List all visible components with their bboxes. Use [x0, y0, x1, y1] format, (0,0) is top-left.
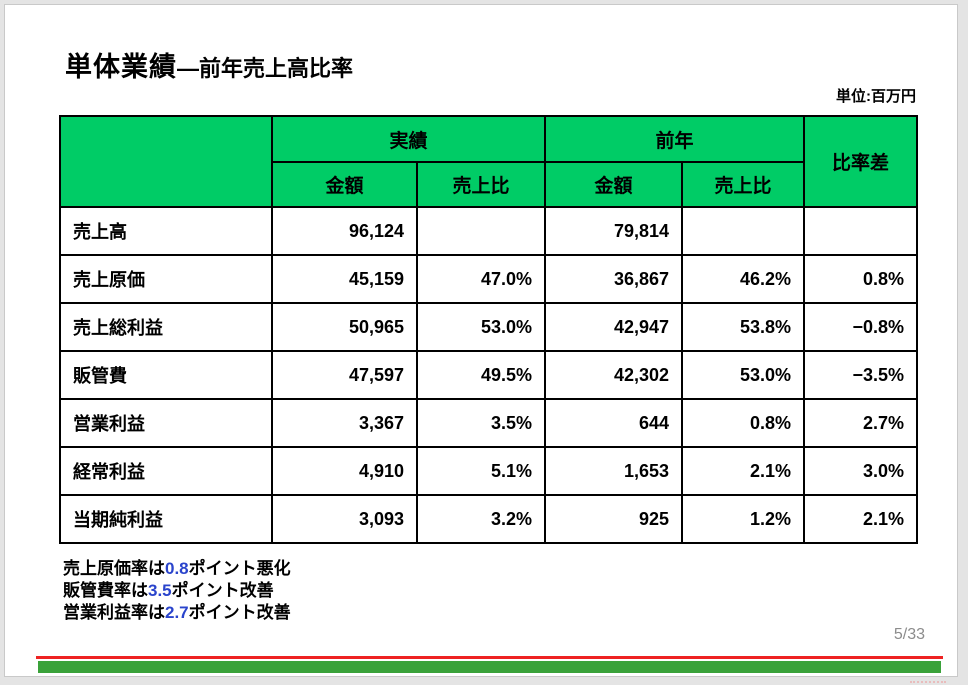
cell-prev-ratio [681, 206, 806, 256]
subheader-actual-sales-ratio: 売上比 [415, 161, 547, 208]
subheader-actual-amount: 金額 [271, 161, 418, 208]
table-row-cost-of-sales: 売上原価 45,159 47.0% 36,867 46.2% 0.8% [59, 254, 919, 304]
cell-actual-amount: 47,597 [271, 350, 418, 400]
header-row-subcolumns: 金額 売上比 金額 売上比 [60, 161, 917, 208]
page-title: 単体業績—前年売上高比率 [65, 45, 353, 84]
header-previous-year: 前年 [544, 115, 806, 163]
row-label: 売上高 [59, 206, 273, 256]
cell-prev-amount: 925 [544, 494, 684, 544]
header-row-groups: 実績 前年 比率差 [59, 115, 919, 208]
header-actual: 実績 [270, 115, 547, 163]
cell-actual-ratio: 3.2% [415, 494, 547, 544]
note-text: ポイント改善 [188, 603, 291, 622]
row-label: 当期純利益 [59, 494, 273, 544]
financial-results-table: 実績 前年 比率差 金額 売上比 金額 売上比 売上高 96,124 79,81… [59, 115, 919, 544]
cell-ratio-diff: −3.5% [803, 350, 919, 400]
page-title-sub: —前年売上高比率 [177, 56, 354, 81]
cell-ratio-diff: −0.8% [803, 302, 919, 352]
row-label: 営業利益 [59, 398, 273, 448]
unit-label: 単位:百万円 [836, 88, 916, 105]
cell-prev-amount: 644 [544, 398, 684, 448]
cell-ratio-diff: 2.1% [803, 494, 919, 544]
cell-ratio-diff: 2.7% [803, 398, 919, 448]
header-corner-blank [59, 115, 273, 208]
row-label: 売上総利益 [59, 302, 273, 352]
table-row-operating-profit: 営業利益 3,367 3.5% 644 0.8% 2.7% [59, 398, 919, 448]
cell-ratio-diff [803, 206, 919, 256]
header-ratio-diff: 比率差 [803, 115, 919, 208]
note-value: 2.7 [165, 603, 189, 622]
cell-actual-ratio: 49.5% [415, 350, 547, 400]
watermark-dots [910, 681, 946, 683]
cell-actual-amount: 3,367 [271, 398, 418, 448]
cell-prev-amount: 42,302 [544, 350, 684, 400]
cell-prev-amount: 36,867 [544, 254, 684, 304]
cell-actual-amount: 3,093 [271, 494, 418, 544]
cell-prev-ratio: 46.2% [681, 254, 806, 304]
note-sga-ratio: 販管費率は3.5ポイント改善 [63, 580, 291, 602]
table-row-gross-profit: 売上総利益 50,965 53.0% 42,947 53.8% −0.8% [59, 302, 919, 352]
row-label: 経常利益 [59, 446, 273, 496]
row-label: 売上原価 [59, 254, 273, 304]
page-title-main: 単体業績 [65, 52, 177, 82]
table-row-ordinary-profit: 経常利益 4,910 5.1% 1,653 2.1% 3.0% [59, 446, 919, 496]
cell-prev-amount: 42,947 [544, 302, 684, 352]
cell-prev-ratio: 2.1% [681, 446, 806, 496]
cell-actual-ratio: 3.5% [415, 398, 547, 448]
note-operating-ratio: 営業利益率は2.7ポイント改善 [63, 602, 291, 624]
footer-red-line [36, 656, 943, 659]
row-label: 販管費 [59, 350, 273, 400]
subheader-prev-sales-ratio: 売上比 [681, 161, 806, 208]
cell-actual-ratio: 5.1% [415, 446, 547, 496]
note-text: 販管費率は [63, 581, 148, 600]
cell-actual-amount: 45,159 [271, 254, 418, 304]
note-value: 0.8 [165, 559, 189, 578]
subheader-prev-amount: 金額 [544, 161, 684, 208]
note-text: ポイント悪化 [188, 559, 291, 578]
cell-actual-amount: 96,124 [271, 206, 418, 256]
cell-prev-amount: 79,814 [544, 206, 684, 256]
note-text: 売上原価率は [63, 559, 165, 578]
cell-ratio-diff: 0.8% [803, 254, 919, 304]
note-text: 営業利益率は [63, 603, 165, 622]
cell-prev-ratio: 53.8% [681, 302, 806, 352]
table-row-net-income: 当期純利益 3,093 3.2% 925 1.2% 2.1% [59, 494, 919, 544]
note-value: 3.5 [148, 581, 172, 600]
note-cost-ratio: 売上原価率は0.8ポイント悪化 [63, 558, 291, 580]
cell-prev-ratio: 1.2% [681, 494, 806, 544]
cell-actual-amount: 4,910 [271, 446, 418, 496]
cell-actual-ratio: 53.0% [415, 302, 547, 352]
table-row-sga-expenses: 販管費 47,597 49.5% 42,302 53.0% −3.5% [59, 350, 919, 400]
summary-notes: 売上原価率は0.8ポイント悪化 販管費率は3.5ポイント改善 営業利益率は2.7… [63, 558, 291, 624]
slide-page: 単体業績—前年売上高比率 単位:百万円 実績 前年 比率差 金額 売上比 金額 … [4, 4, 958, 683]
cell-actual-amount: 50,965 [271, 302, 418, 352]
footer-green-bar [38, 661, 941, 673]
note-text: ポイント改善 [171, 581, 274, 600]
cell-prev-ratio: 0.8% [681, 398, 806, 448]
table-row-net-sales: 売上高 96,124 79,814 [59, 206, 919, 256]
cell-actual-ratio [415, 206, 547, 256]
cell-prev-ratio: 53.0% [681, 350, 806, 400]
page-number: 5/33 [893, 626, 925, 643]
cell-prev-amount: 1,653 [544, 446, 684, 496]
cell-ratio-diff: 3.0% [803, 446, 919, 496]
cell-actual-ratio: 47.0% [415, 254, 547, 304]
